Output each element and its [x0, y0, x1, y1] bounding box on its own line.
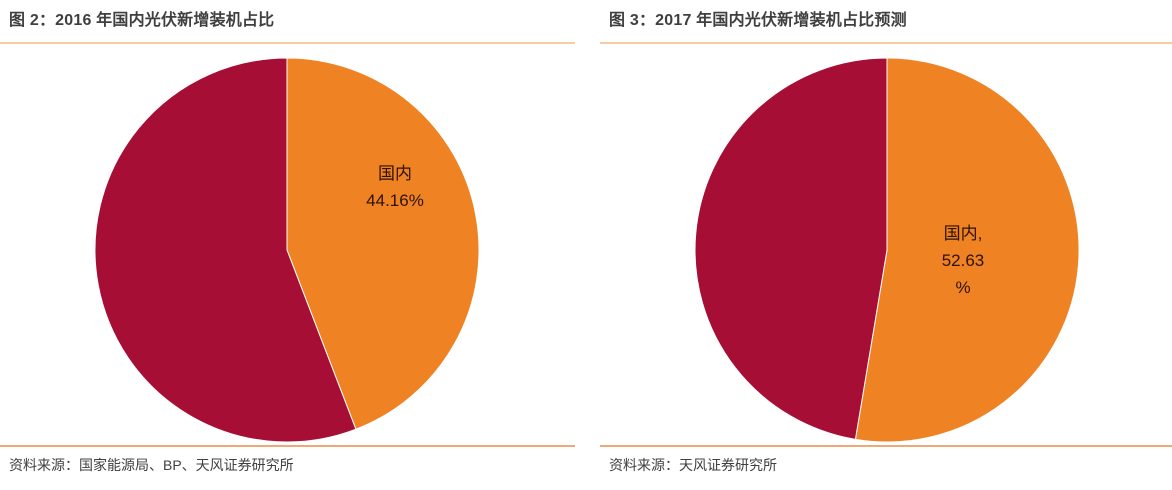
- figure-2017-pie: 图 3：2017 年国内光伏新增装机占比预测 国内, 52.63 % 资料来源：…: [600, 0, 1172, 490]
- pie-chart-2016: [94, 57, 480, 443]
- pie-chart-area-2016: 国内 44.16%: [0, 44, 575, 445]
- source-divider: [0, 445, 575, 447]
- pie-chart-area-2017: 国内, 52.63 %: [600, 44, 1172, 445]
- figure-2016-pie: 图 2：2016 年国内光伏新增装机占比 国内 44.16% 资料来源：国家能源…: [0, 0, 575, 490]
- pie-data-label-2016: 国内 44.16%: [366, 164, 424, 210]
- pie-data-label-2017: 国内, 52.63 %: [941, 224, 985, 297]
- figure-title-2016: 图 2：2016 年国内光伏新增装机占比: [9, 12, 275, 29]
- pie-slice-domestic: [286, 57, 480, 430]
- title-divider: [600, 42, 1172, 44]
- title-divider: [0, 42, 575, 44]
- figure-title-2017: 图 3：2017 年国内光伏新增装机占比预测: [609, 12, 907, 29]
- pie-slice-other: [94, 57, 357, 443]
- source-text-2017: 资料来源：天风证券研究所: [609, 457, 777, 473]
- pie-chart-2017: [694, 57, 1080, 443]
- pie-slice-other: [694, 57, 888, 440]
- pie-slice-domestic: [854, 57, 1080, 443]
- source-text-2016: 资料来源：国家能源局、BP、天风证券研究所: [9, 457, 294, 473]
- source-divider: [600, 445, 1172, 447]
